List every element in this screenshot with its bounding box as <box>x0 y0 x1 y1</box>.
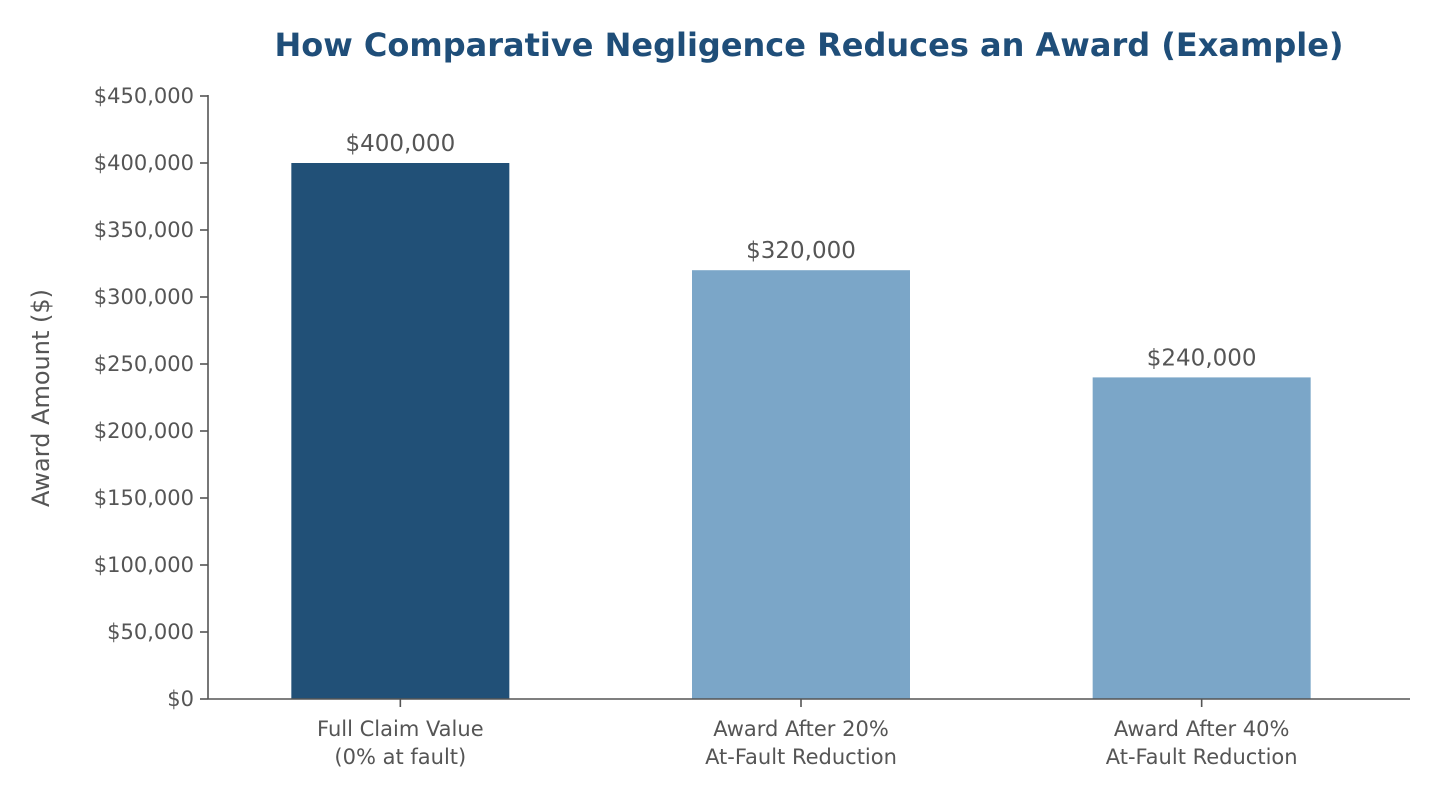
y-tick-label: $450,000 <box>94 84 194 108</box>
x-tick-label-line: Award After 20% <box>713 717 889 741</box>
y-tick-label: $0 <box>167 687 194 711</box>
y-axis-ticks: $0 $50,000 $100,000 $150,000 $200,000 $250,00… <box>94 84 208 711</box>
y-tick-label: $100,000 <box>94 553 194 577</box>
bar <box>1092 377 1311 699</box>
bar-value-label: $320,000 <box>746 238 856 264</box>
x-tick-label-line: At-Fault Reduction <box>705 745 897 769</box>
bar-value-label: $240,000 <box>1147 345 1257 371</box>
y-tick-label: $50,000 <box>107 620 194 644</box>
y-tick-label: $200,000 <box>94 419 194 443</box>
bars: $400,000 $320,000 $240,000 <box>291 131 1311 699</box>
bar <box>692 270 910 699</box>
x-tick-label-line: At-Fault Reduction <box>1106 745 1298 769</box>
x-tick-label: Award After 40% At-Fault Reduction <box>1106 717 1298 769</box>
x-tick-label-line: (0% at fault) <box>334 745 466 769</box>
bar <box>291 163 510 699</box>
x-tick-label: Award After 20% At-Fault Reduction <box>705 717 897 769</box>
x-tick-label: Full Claim Value (0% at fault) <box>317 717 484 769</box>
y-tick-label: $150,000 <box>94 486 194 510</box>
y-tick-label: $250,000 <box>94 352 194 376</box>
chart-title: How Comparative Negligence Reduces an Aw… <box>274 26 1343 64</box>
y-tick-label: $350,000 <box>94 218 194 242</box>
x-tick-label-line: Award After 40% <box>1114 717 1290 741</box>
x-axis-ticks: Full Claim Value (0% at fault) Award After… <box>317 699 1298 769</box>
bar-value-label: $400,000 <box>345 131 455 157</box>
y-tick-label: $300,000 <box>94 285 194 309</box>
y-axis-label: Award Amount ($) <box>27 289 55 507</box>
y-tick-label: $400,000 <box>94 151 194 175</box>
x-tick-label-line: Full Claim Value <box>317 717 484 741</box>
